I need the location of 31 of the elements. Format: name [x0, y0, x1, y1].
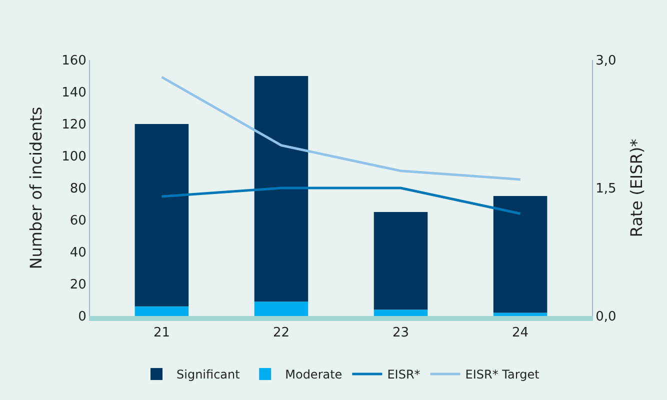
- legend-label: Moderate: [285, 368, 342, 382]
- y-axis-title: Number of incidents: [26, 106, 46, 270]
- bar: [374, 212, 428, 310]
- x-tick-label: 23: [392, 326, 410, 341]
- line-series: [160, 76, 522, 181]
- y-tick-label: 20: [70, 278, 86, 293]
- y-tick-label: 120: [62, 118, 86, 133]
- bar: [374, 310, 428, 316]
- legend-label: EISR*: [387, 368, 420, 382]
- y2-tick-label: 1,5: [596, 182, 616, 197]
- bar: [134, 306, 189, 316]
- bar: [254, 302, 308, 316]
- y-tick-label: 40: [70, 246, 86, 261]
- y-tick-label: 100: [62, 150, 86, 165]
- y-tick-label: 0: [78, 310, 86, 325]
- x-tick-label: 24: [512, 326, 529, 341]
- legend-label: EISR* Target: [465, 368, 540, 382]
- y-tick-label: 80: [70, 182, 86, 197]
- y-tick-label: 140: [62, 86, 86, 101]
- y-tick-label: 60: [70, 214, 86, 229]
- x-tick-label: 21: [153, 326, 170, 341]
- bar: [493, 312, 548, 316]
- legend-label: Significant: [176, 368, 240, 382]
- bar: [493, 196, 548, 313]
- y2-tick-label: 0,0: [596, 310, 616, 325]
- y-tick-label: 160: [62, 54, 86, 69]
- y2-tick-label: 3,0: [596, 54, 616, 69]
- bar: [134, 124, 189, 306]
- x-tick-label: 22: [272, 326, 290, 341]
- y2-axis-title: Rate (EISR)*: [626, 138, 646, 238]
- bar: [254, 76, 308, 302]
